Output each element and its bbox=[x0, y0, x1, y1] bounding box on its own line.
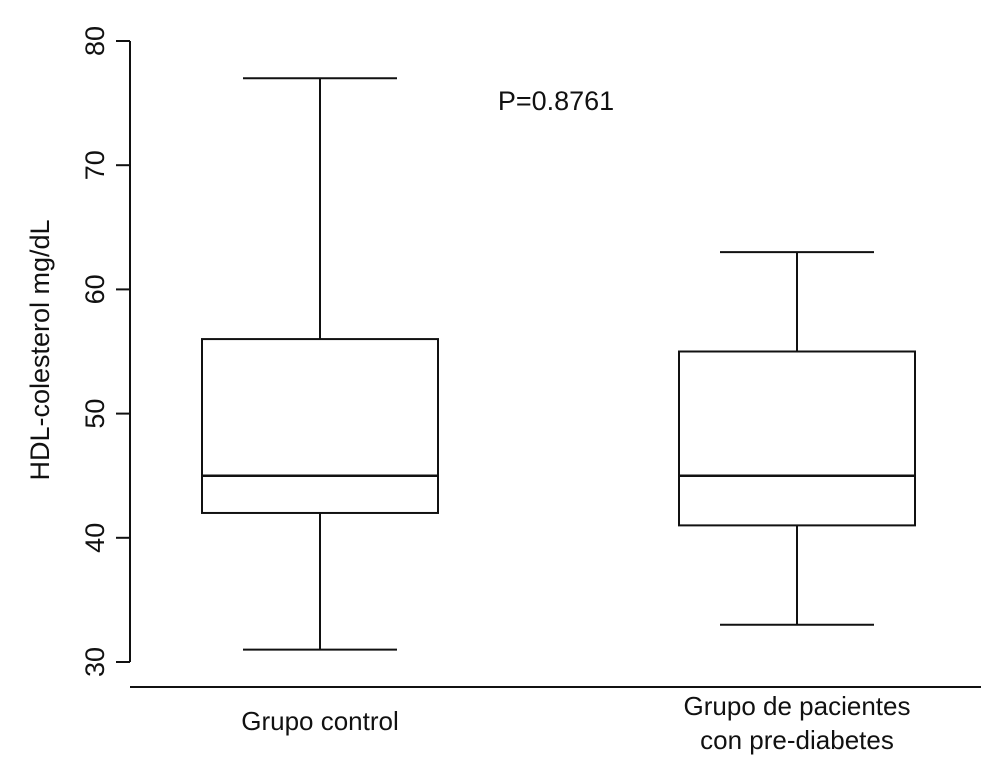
y-tick-label: 40 bbox=[80, 523, 110, 553]
boxes: Grupo control Grupo de pacientes con pre-d… bbox=[201, 77, 916, 755]
y-tick-label: 80 bbox=[80, 26, 110, 56]
iqr-box bbox=[201, 338, 439, 514]
p-value-annotation: P=0.8761 bbox=[498, 86, 614, 116]
x-tick-label-line: Grupo de pacientes bbox=[684, 691, 911, 721]
y-tick-label: 50 bbox=[80, 399, 110, 429]
y-tick-label: 30 bbox=[80, 647, 110, 677]
x-tick-label-line: Grupo control bbox=[241, 706, 399, 736]
y-axis-label: HDL-colesterol mg/dL bbox=[25, 219, 55, 480]
y-axis: 30 40 50 60 70 80 bbox=[80, 26, 131, 677]
box-group: Grupo control bbox=[201, 77, 439, 736]
x-tick-label-line: con pre-diabetes bbox=[700, 725, 894, 755]
x-tick-label: Grupo control bbox=[241, 706, 399, 736]
box-group: Grupo de pacientes con pre-diabetes bbox=[678, 251, 916, 755]
y-tick-label: 70 bbox=[80, 150, 110, 180]
iqr-box bbox=[678, 350, 916, 527]
y-tick-label: 60 bbox=[80, 274, 110, 304]
x-tick-label: Grupo de pacientes con pre-diabetes bbox=[684, 691, 911, 755]
